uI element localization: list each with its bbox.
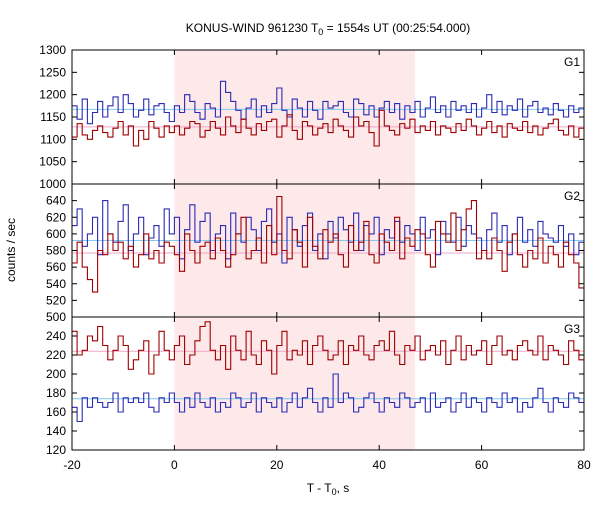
series-red xyxy=(72,195,584,293)
panel-g1: 1000 1050 1100 1150 1200 1250 1300 G1 xyxy=(39,43,585,191)
y-tick-label: 1100 xyxy=(40,132,66,146)
panel-label: G2 xyxy=(564,189,580,203)
y-tick-label: 220 xyxy=(46,348,66,362)
series-red xyxy=(72,109,584,147)
y-tick-label: 1300 xyxy=(39,43,66,57)
y-tick-label: 180 xyxy=(46,386,66,400)
y-tick-label: 620 xyxy=(46,210,66,224)
y-tick-label: 120 xyxy=(46,443,66,457)
panel-label: G3 xyxy=(564,322,580,336)
y-tick-label: 160 xyxy=(46,405,66,419)
y-tick-label: 640 xyxy=(46,194,66,208)
series-blue xyxy=(72,373,584,423)
y-tick-label: 560 xyxy=(46,260,66,274)
y-tick-label: 600 xyxy=(46,227,66,241)
panel-frame xyxy=(71,316,585,451)
y-tick-label: 200 xyxy=(46,367,66,381)
panel-g3: 120 140 160 180 200 220 240 G3 -20 0 20 40 60 80 xyxy=(46,316,591,472)
panel-g2: 500 520 540 560 580 600 620 640 G2 xyxy=(46,183,585,324)
y-tick-label: 580 xyxy=(46,244,66,258)
x-tick-label: 80 xyxy=(577,458,591,472)
chart-title: KONUS-WIND 961230 T0 = 1554s UT (00:25:5… xyxy=(186,21,470,37)
y-tick-label: 540 xyxy=(46,277,66,291)
series-blue xyxy=(72,80,584,125)
series-red xyxy=(72,321,584,375)
panel-label: G1 xyxy=(564,55,580,69)
y-tick-label: 500 xyxy=(46,310,66,324)
y-tick-label: 1200 xyxy=(39,88,66,102)
y-tick-label: 1050 xyxy=(39,155,66,169)
y-axis-label: counts / sec xyxy=(4,218,18,282)
y-tick-label: 1000 xyxy=(39,177,66,191)
y-tick-label: 240 xyxy=(46,329,66,343)
shaded-interval xyxy=(174,317,416,450)
x-axis-label: T - T0, s xyxy=(307,481,350,497)
x-tick-label: 40 xyxy=(373,458,387,472)
y-tick-label: 1150 xyxy=(40,110,66,124)
y-tick-label: 520 xyxy=(46,293,66,307)
y-tick-label: 1250 xyxy=(39,65,66,79)
x-tick-label: 20 xyxy=(270,458,284,472)
y-tick-label: 140 xyxy=(46,424,66,438)
x-tick-label: -20 xyxy=(63,458,81,472)
x-tick-label: 0 xyxy=(171,458,178,472)
x-tick-label: 60 xyxy=(475,458,489,472)
panels: 1000105011001150120012501300G15005205405… xyxy=(39,43,591,472)
